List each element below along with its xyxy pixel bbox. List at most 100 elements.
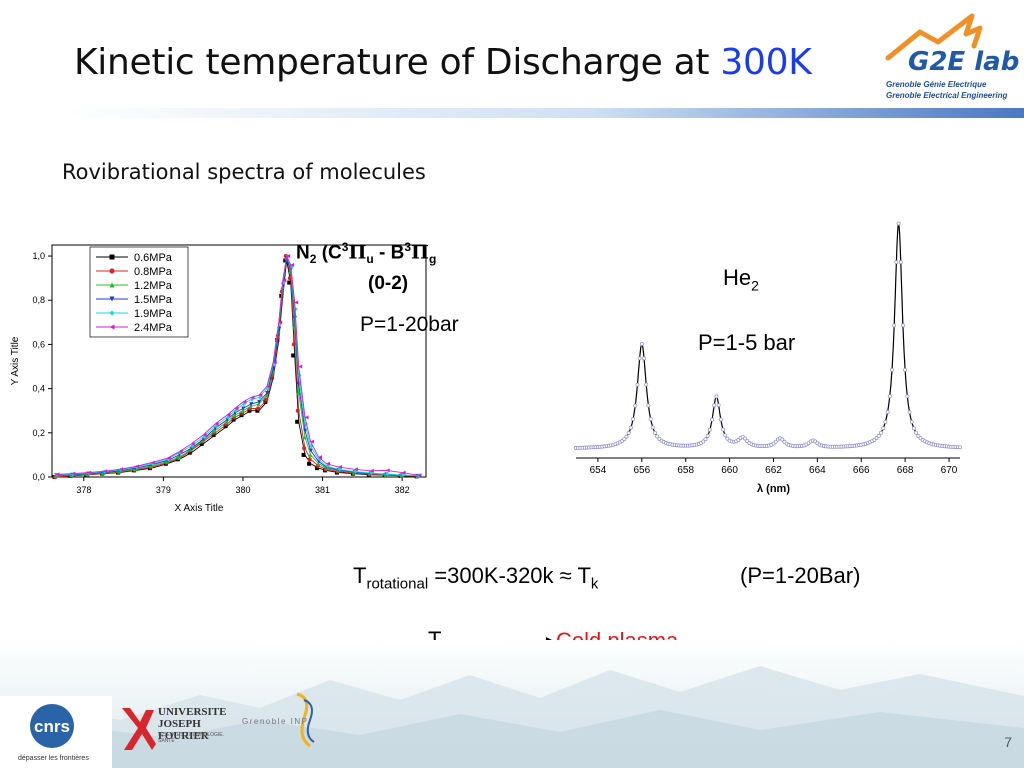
chart1-data-point (214, 421, 219, 426)
chart1-data-point (232, 413, 237, 418)
chart1-y-tick-label: 0,6 (32, 339, 45, 349)
chart1-data-point (293, 307, 298, 312)
chart1-y-axis-title: Y Axis Title (10, 336, 21, 385)
chart1-data-point (211, 433, 216, 438)
chart1-legend-label: 0.6MPa (134, 252, 173, 264)
chart1-legend-label: 1.5MPa (134, 294, 173, 306)
chart1-data-point (202, 433, 207, 438)
chart2-x-tick-label: 664 (809, 465, 826, 476)
n2-pi1: Π (348, 241, 367, 264)
n2-rest: (C (321, 242, 342, 264)
chart2-data-point (642, 356, 646, 361)
chart2-data-point (705, 433, 710, 438)
inp-logo-text: Grenoble INP (242, 717, 308, 726)
he2-sub: 2 (751, 277, 759, 294)
chart1-data-point (301, 452, 306, 457)
mountain-background (0, 640, 1024, 768)
chart1-data-point (225, 415, 230, 420)
chart1-data-point (188, 447, 193, 452)
chart1-data-point (295, 408, 300, 413)
chart1-data-point (296, 391, 301, 396)
chart1-data-point (249, 402, 254, 407)
chart1-data-point (272, 360, 277, 365)
rotational-temperature-equation: Trotational =300K-320k ≈ Tk (353, 563, 598, 592)
chart2-data-point (883, 419, 888, 424)
chart1-data-point (199, 441, 204, 446)
chart2-data-point (892, 323, 897, 328)
chart2-data-point (903, 367, 908, 372)
chart1-data-point (255, 406, 260, 411)
cnrs-logo: cnrs dépasser les frontières (0, 696, 112, 768)
chart1-legend-label: 1.9MPa (134, 308, 173, 320)
n2-sub-u: u (366, 252, 374, 267)
chart1-data-point (385, 472, 390, 477)
chart1-data-point (304, 415, 309, 420)
chart1-data-point (247, 408, 252, 413)
chart1-data-point (401, 473, 406, 478)
chart1-data-point (149, 463, 154, 468)
he2-species: He (723, 265, 752, 290)
chart2-data-point (624, 434, 629, 439)
chart1-x-tick-label: 378 (76, 485, 91, 495)
chart2-x-tick-label: 656 (633, 465, 650, 476)
chart2-data-point (637, 356, 642, 361)
chart2-data-point (626, 431, 631, 435)
chart2-data-point (879, 430, 883, 435)
chart2-x-tick-label: 668 (897, 465, 914, 476)
chart2-data-point (648, 417, 653, 421)
chart2-data-point (916, 433, 921, 438)
chart1-data-point (278, 320, 283, 325)
chart2-data-point (622, 437, 627, 442)
chart1-data-point (257, 399, 262, 404)
chart1-data-point (324, 466, 329, 471)
chart1-y-tick-label: 0,8 (32, 295, 45, 305)
chart1-data-point (369, 468, 374, 473)
chart2-x-tick-label: 654 (590, 465, 607, 476)
chart1-data-point (308, 448, 313, 453)
chart1-legend-marker (109, 282, 115, 288)
chart1-legend-marker (109, 310, 115, 316)
chart1-data-point (71, 471, 76, 476)
title-main: Kinetic temperature of Discharge at (74, 42, 721, 83)
chart1-data-point (325, 463, 330, 468)
chart1-data-point (240, 408, 245, 413)
chart1-data-point (150, 460, 155, 465)
chart1-data-point (256, 402, 261, 407)
eq-t: T (353, 563, 367, 588)
chart1-data-point (234, 406, 239, 411)
chart2-data-point (773, 439, 778, 444)
chart2-data-point (707, 427, 712, 432)
chart2-data-point (909, 419, 914, 424)
chart1-data-point (309, 444, 314, 449)
chart1-data-point (263, 397, 268, 402)
chart1-data-point (307, 457, 312, 462)
he2-pressure: P=1-5 bar (698, 330, 796, 355)
chart2-data-point (881, 426, 886, 431)
chart2-data-point (701, 439, 706, 444)
title-accent: 300K (720, 42, 812, 83)
chart2-data-point (639, 342, 644, 346)
chart1-data-point (337, 467, 342, 472)
chart2-data-point (887, 394, 892, 399)
he2-annotation: He2 (723, 265, 759, 293)
ujf-line3: SCIENCES. TECHNOLOGIE. SANTÉ (158, 732, 225, 744)
n2-sup1: 3 (341, 240, 349, 254)
chart1-data-point (103, 469, 108, 474)
chart1-data-point (87, 470, 92, 475)
title-divider (60, 108, 1024, 118)
chart1-y-tick-label: 0,0 (32, 472, 45, 482)
chart2-data-point (714, 394, 719, 399)
chart1-data-point (353, 469, 358, 474)
chart1-data-point (294, 300, 299, 305)
chart1-data-point (190, 444, 195, 449)
chart1-data-point (233, 408, 238, 413)
chart2-data-point (900, 323, 905, 328)
chart2-data-point (874, 436, 879, 441)
chart2-data-point (716, 403, 721, 408)
chart2-x-tick-label: 660 (721, 465, 738, 476)
chart1-data-point (291, 342, 296, 347)
n2-species: N (296, 242, 310, 264)
chart1-series-2.4MPa (55, 254, 422, 478)
chart1-legend-marker (109, 324, 115, 330)
chart2-data-point (898, 260, 903, 265)
